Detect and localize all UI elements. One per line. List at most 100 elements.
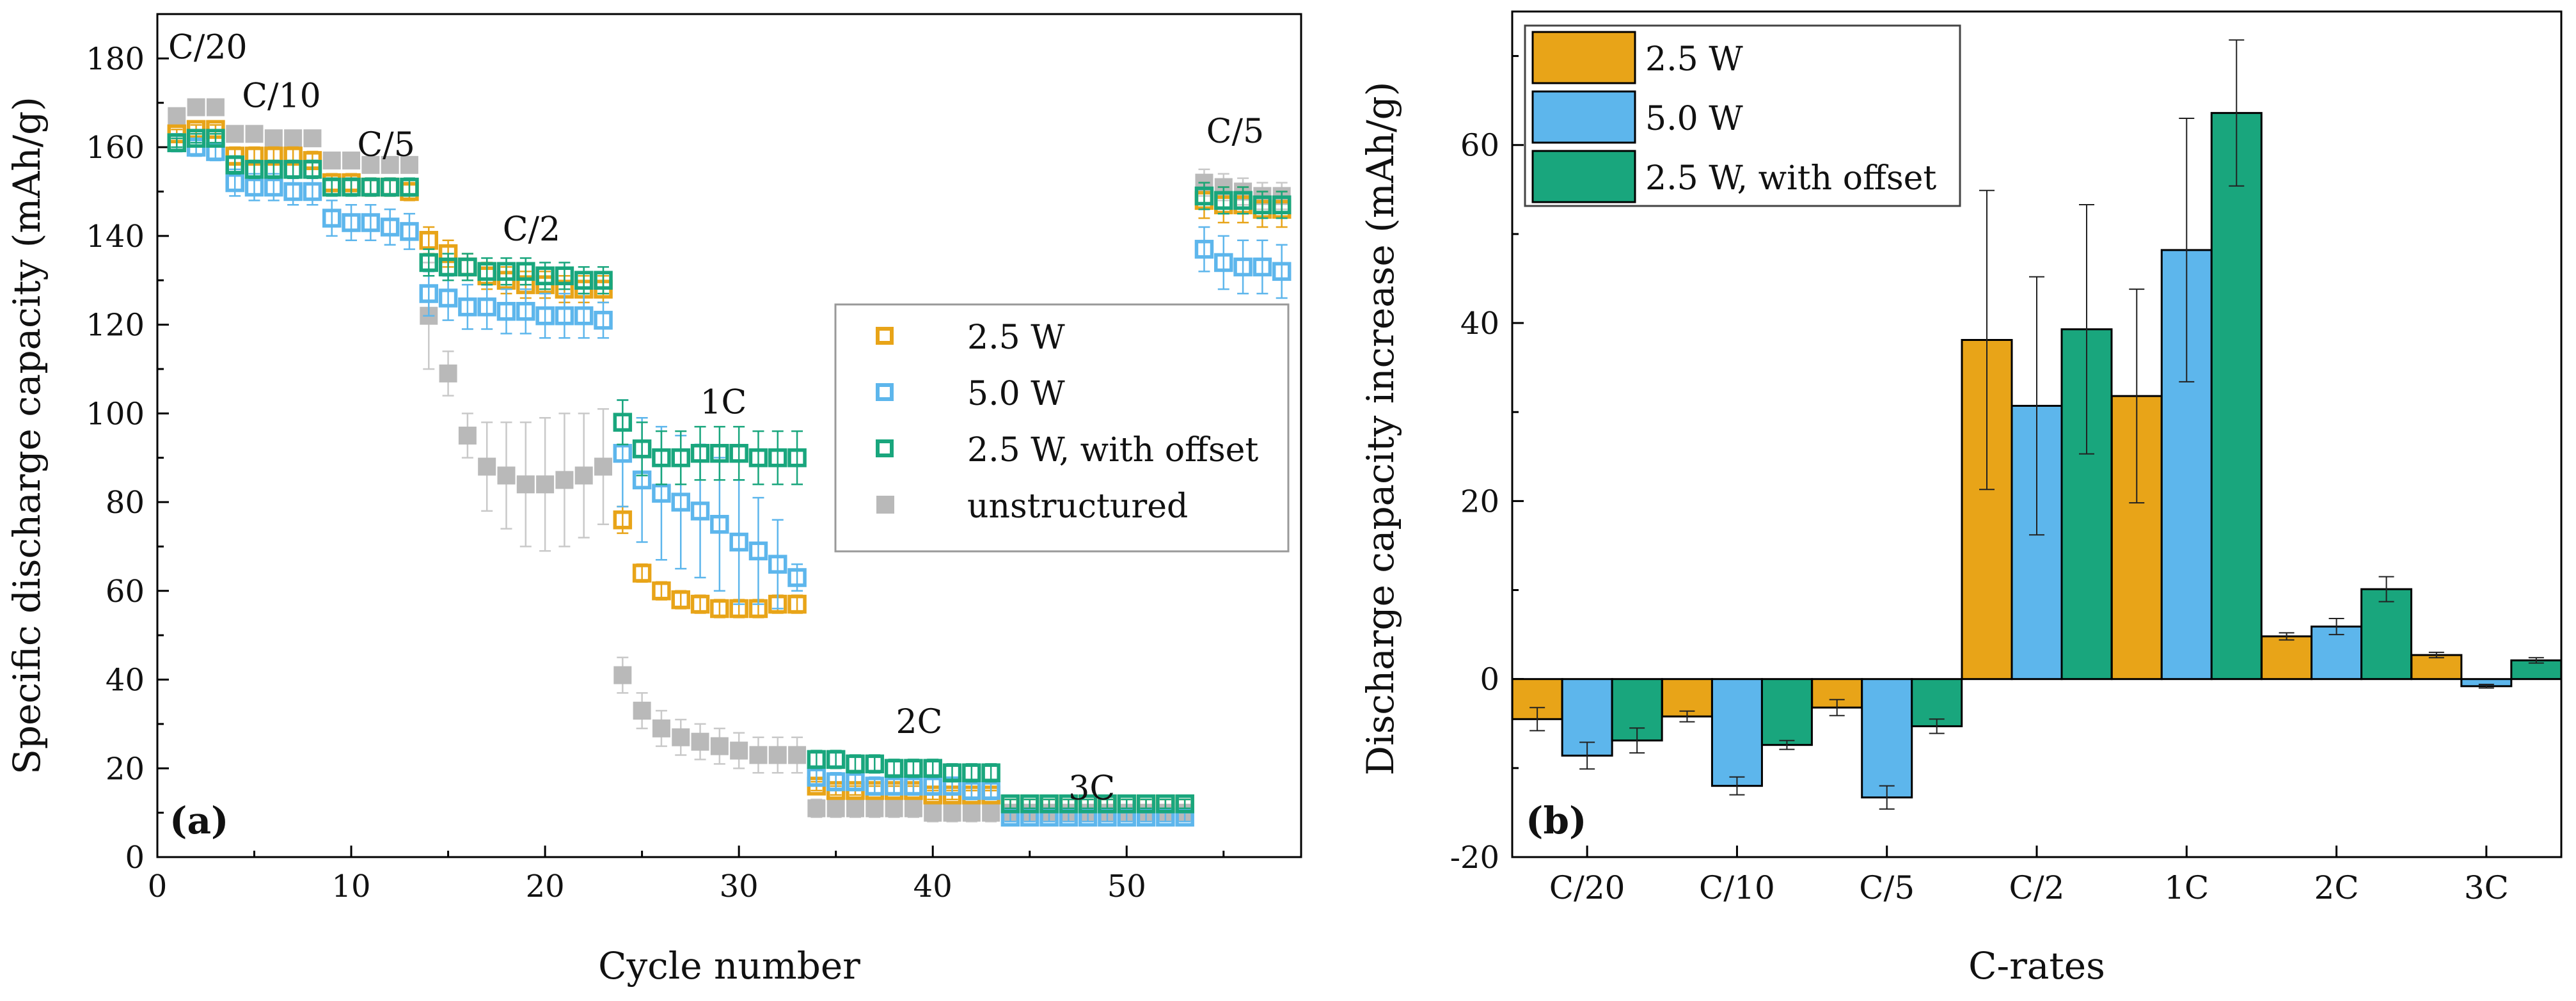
data-point xyxy=(710,599,729,619)
a-y-tick-label: 100 xyxy=(86,396,145,432)
data-point xyxy=(283,182,303,201)
data-point xyxy=(458,257,477,277)
rate-annotation: 2C xyxy=(896,703,943,741)
data-point xyxy=(1194,186,1214,206)
data-point xyxy=(981,763,1000,782)
legend-a-5-0w-label: 5.0 W xyxy=(967,375,1065,413)
data-point xyxy=(516,302,535,321)
rate-annotation: C/5 xyxy=(1206,113,1264,151)
data-point xyxy=(555,306,574,326)
panel-b-bars xyxy=(1511,39,2563,810)
data-point xyxy=(206,98,225,116)
data-point xyxy=(943,803,961,822)
bar xyxy=(2360,588,2413,681)
rate-annotation: 3C xyxy=(1068,769,1115,808)
data-point xyxy=(1136,807,1156,827)
data-point xyxy=(244,160,264,179)
data-point xyxy=(749,746,768,764)
data-point xyxy=(710,443,729,463)
data-point xyxy=(865,799,884,817)
data-point xyxy=(652,484,671,503)
data-point xyxy=(535,306,555,326)
data-point xyxy=(671,448,690,468)
data-point xyxy=(768,448,787,468)
data-point xyxy=(671,590,690,610)
legend-b-2-5w-swatch xyxy=(1531,31,1636,84)
data-point xyxy=(807,768,826,787)
data-point xyxy=(536,475,555,494)
data-point xyxy=(710,737,729,755)
data-point xyxy=(672,728,690,746)
a-x-tick-label: 0 xyxy=(148,869,168,904)
data-point xyxy=(690,443,710,463)
data-point xyxy=(787,594,807,614)
data-point xyxy=(730,741,748,760)
data-point xyxy=(924,803,942,822)
panel-a-label: (a) xyxy=(170,799,228,842)
data-point xyxy=(710,514,729,534)
data-point xyxy=(303,160,322,179)
a-x-tick-label: 10 xyxy=(332,869,371,904)
data-point xyxy=(1098,807,1117,827)
b-y-tick-label: 0 xyxy=(1480,662,1499,698)
data-point xyxy=(1272,195,1292,215)
data-point xyxy=(865,754,885,774)
a-x-tick-label: 30 xyxy=(720,869,759,904)
data-point xyxy=(729,532,748,552)
data-point xyxy=(632,564,652,583)
data-point xyxy=(206,129,225,148)
data-point xyxy=(244,177,264,197)
data-point xyxy=(826,750,846,769)
data-point xyxy=(923,776,942,796)
a-x-tick-label: 50 xyxy=(1107,869,1146,904)
rate-annotation: C/20 xyxy=(168,28,247,67)
data-point xyxy=(884,776,904,796)
data-point xyxy=(361,213,381,232)
legend-b-2-5w-label: 2.5 W xyxy=(1645,40,1743,79)
data-point xyxy=(361,155,380,174)
bar xyxy=(1760,678,1813,746)
data-point xyxy=(477,262,496,281)
data-point xyxy=(206,142,225,161)
data-point xyxy=(322,177,342,197)
data-point xyxy=(962,781,981,800)
data-point xyxy=(826,772,846,791)
data-point xyxy=(380,217,400,237)
a-y-tick-label: 20 xyxy=(106,751,145,787)
data-point xyxy=(1059,807,1079,827)
data-point xyxy=(535,266,555,286)
b-x-tick-label: C/20 xyxy=(1549,869,1625,906)
legend-a-offset-label: 2.5 W, with offset xyxy=(967,431,1258,469)
data-point xyxy=(1252,257,1272,277)
data-point xyxy=(264,177,283,197)
panel-b-x-axis-label: C-rates xyxy=(1968,944,2105,988)
data-point xyxy=(826,799,845,817)
data-point xyxy=(633,702,651,720)
data-point xyxy=(942,763,962,782)
data-point xyxy=(594,310,613,330)
data-point xyxy=(1136,794,1156,814)
data-point xyxy=(226,125,244,143)
data-point xyxy=(768,746,787,764)
data-point xyxy=(1252,195,1272,215)
data-point xyxy=(691,732,709,751)
data-point xyxy=(458,427,477,445)
data-point xyxy=(1156,794,1175,814)
data-point xyxy=(768,555,787,574)
data-point xyxy=(652,448,671,468)
a-y-tick-label: 120 xyxy=(86,308,145,343)
data-point xyxy=(594,271,613,290)
data-point xyxy=(245,125,264,143)
data-point xyxy=(807,750,826,769)
data-point xyxy=(1117,794,1137,814)
data-point xyxy=(225,173,244,193)
panel-b-y-axis-label: Discharge capacity increase (mAh/g) xyxy=(1359,82,1402,776)
panel-a-annotations: C/20 C/10 C/5 C/2 1C 2C 3C C/5 xyxy=(168,28,1264,807)
a-y-tick-label: 40 xyxy=(106,663,145,698)
data-point xyxy=(885,799,903,817)
legend-b-5-0w-swatch xyxy=(1531,90,1636,144)
data-point xyxy=(438,288,458,308)
b-y-tick-label: -20 xyxy=(1450,840,1499,876)
data-point xyxy=(787,448,807,468)
